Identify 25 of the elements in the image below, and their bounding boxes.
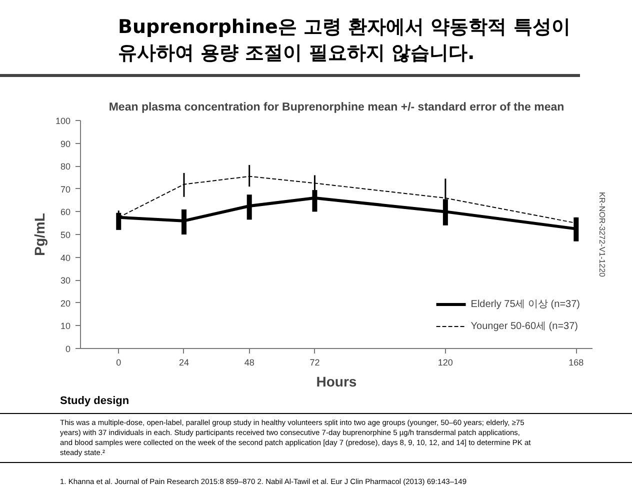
legend-label: Younger 50-60세 (n=37) — [470, 320, 578, 333]
x-tick-label: 0 — [116, 358, 122, 368]
x-axis-title: Hours — [316, 374, 357, 390]
y-tick-label: 90 — [60, 138, 71, 149]
text: Study design — [0, 392, 632, 414]
y-axis-title: Pg/mL — [31, 212, 48, 256]
x-tick-label: 120 — [438, 358, 453, 368]
legend-label: Elderly 75세 이상 (n=37) — [470, 298, 580, 311]
x-tick-label: 24 — [178, 358, 189, 368]
y-tick-label: 10 — [60, 321, 71, 332]
y-tick-label: 80 — [60, 162, 71, 172]
x-tick-label: 48 — [244, 358, 254, 368]
y-tick-label: 20 — [60, 298, 71, 308]
y-tick-label: 70 — [60, 184, 71, 194]
chart-subtitle: Mean plasma concentration for Buprenorphine mean +/- standard error of the mean — [108, 102, 564, 114]
x-tick-label: 72 — [310, 358, 320, 368]
page-title: Buprenorphine은 고령 환자에서 약동학적 특성이 유사하여 용량 조절이 필요하지 않습니다. — [0, 0, 580, 77]
y-tick-label: 50 — [60, 230, 71, 240]
y-tick-label: 30 — [60, 276, 71, 286]
y-tick-label: 40 — [60, 252, 71, 263]
y-tick-label: 100 — [55, 116, 71, 126]
text: KR-NOR-3272-V1-1220 — [598, 192, 606, 278]
x-tick-label: 168 — [568, 358, 584, 368]
y-tick-label: 0 — [65, 344, 71, 354]
y-tick-label: 60 — [60, 207, 71, 218]
